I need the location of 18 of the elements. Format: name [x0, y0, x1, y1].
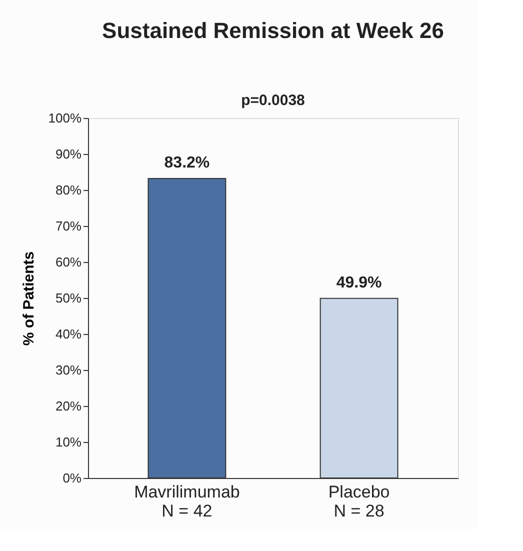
y-axis-title: % of Patients	[20, 251, 38, 346]
y-tick-label: 90%	[55, 146, 82, 162]
y-tick-label: 0%	[62, 470, 82, 486]
x-tick-label: Placebo N = 28	[328, 482, 390, 520]
y-tick-label: 10%	[55, 434, 82, 450]
y-tick-label: 80%	[55, 182, 82, 198]
y-tick-label: 60%	[55, 254, 82, 270]
data-label: 83.2%	[164, 154, 210, 172]
y-tick-label: 20%	[55, 398, 82, 414]
x-tick-label: Mavrilimumab N = 42	[134, 482, 240, 520]
y-tick-label: 30%	[55, 362, 82, 378]
y-tick-label: 40%	[55, 326, 82, 342]
y-tick-label: 50%	[55, 290, 82, 306]
text: p=0.0038	[241, 92, 305, 109]
data-label: 49.9%	[336, 274, 382, 292]
y-tick-label: 70%	[55, 218, 82, 234]
chart-title: Sustained Remission at Week 26	[102, 18, 444, 43]
y-tick-label: 100%	[48, 110, 82, 126]
